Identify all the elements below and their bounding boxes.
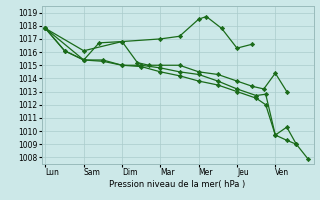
X-axis label: Pression niveau de la mer( hPa ): Pression niveau de la mer( hPa ) <box>109 180 246 189</box>
